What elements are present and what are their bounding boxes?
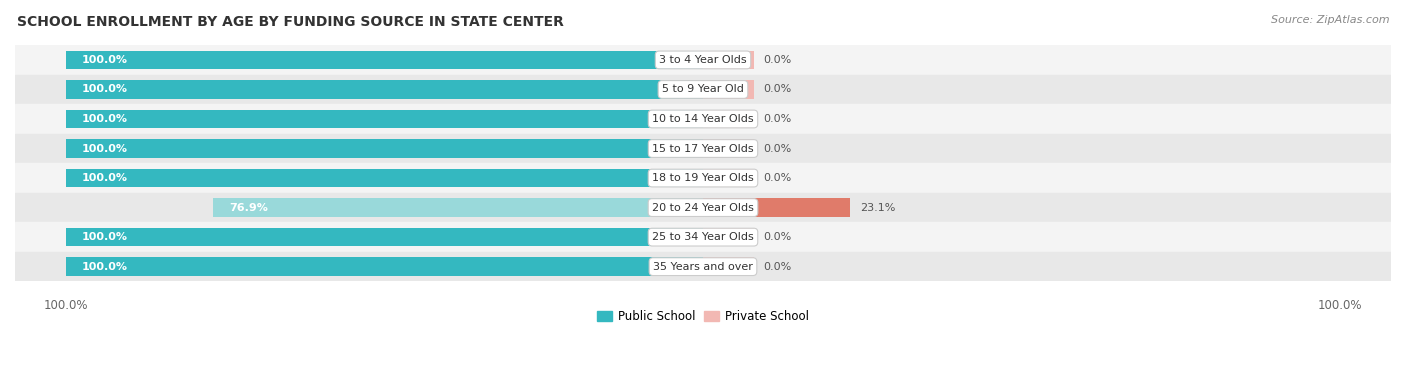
Text: 0.0%: 0.0% xyxy=(763,114,792,124)
Text: 100.0%: 100.0% xyxy=(82,232,128,242)
Text: 18 to 19 Year Olds: 18 to 19 Year Olds xyxy=(652,173,754,183)
Text: 20 to 24 Year Olds: 20 to 24 Year Olds xyxy=(652,202,754,213)
Text: 0.0%: 0.0% xyxy=(763,262,792,272)
Bar xyxy=(703,139,754,158)
Bar xyxy=(66,139,703,158)
Legend: Public School, Private School: Public School, Private School xyxy=(593,305,813,328)
Text: 100.0%: 100.0% xyxy=(82,84,128,95)
Bar xyxy=(703,110,754,128)
Text: Source: ZipAtlas.com: Source: ZipAtlas.com xyxy=(1271,15,1389,25)
Text: 100.0%: 100.0% xyxy=(82,262,128,272)
Text: 0.0%: 0.0% xyxy=(763,232,792,242)
Bar xyxy=(66,110,703,128)
Text: 100.0%: 100.0% xyxy=(44,299,89,312)
Bar xyxy=(214,198,703,217)
Bar xyxy=(15,193,1391,222)
Bar xyxy=(703,198,851,217)
Bar xyxy=(66,257,703,276)
Text: 3 to 4 Year Olds: 3 to 4 Year Olds xyxy=(659,55,747,65)
Bar xyxy=(66,228,703,246)
Text: 76.9%: 76.9% xyxy=(229,202,269,213)
Bar xyxy=(15,222,1391,252)
Text: 100.0%: 100.0% xyxy=(82,144,128,153)
Bar xyxy=(15,45,1391,75)
Bar xyxy=(15,134,1391,163)
Text: 0.0%: 0.0% xyxy=(763,173,792,183)
Text: 100.0%: 100.0% xyxy=(82,55,128,65)
Text: 100.0%: 100.0% xyxy=(82,173,128,183)
Text: 15 to 17 Year Olds: 15 to 17 Year Olds xyxy=(652,144,754,153)
Text: 5 to 9 Year Old: 5 to 9 Year Old xyxy=(662,84,744,95)
Bar xyxy=(66,51,703,69)
Bar xyxy=(703,257,754,276)
Bar xyxy=(703,228,754,246)
Text: 100.0%: 100.0% xyxy=(82,114,128,124)
Bar xyxy=(703,169,754,187)
Bar xyxy=(15,252,1391,281)
Bar xyxy=(15,75,1391,104)
Bar xyxy=(66,169,703,187)
Text: 35 Years and over: 35 Years and over xyxy=(652,262,754,272)
Bar xyxy=(15,104,1391,134)
Bar xyxy=(15,163,1391,193)
Bar xyxy=(703,80,754,99)
Text: 0.0%: 0.0% xyxy=(763,144,792,153)
Text: 0.0%: 0.0% xyxy=(763,84,792,95)
Text: SCHOOL ENROLLMENT BY AGE BY FUNDING SOURCE IN STATE CENTER: SCHOOL ENROLLMENT BY AGE BY FUNDING SOUR… xyxy=(17,15,564,29)
Text: 0.0%: 0.0% xyxy=(763,55,792,65)
Text: 23.1%: 23.1% xyxy=(859,202,896,213)
Bar xyxy=(703,51,754,69)
Text: 10 to 14 Year Olds: 10 to 14 Year Olds xyxy=(652,114,754,124)
Bar xyxy=(66,80,703,99)
Text: 100.0%: 100.0% xyxy=(1317,299,1362,312)
Text: 25 to 34 Year Olds: 25 to 34 Year Olds xyxy=(652,232,754,242)
